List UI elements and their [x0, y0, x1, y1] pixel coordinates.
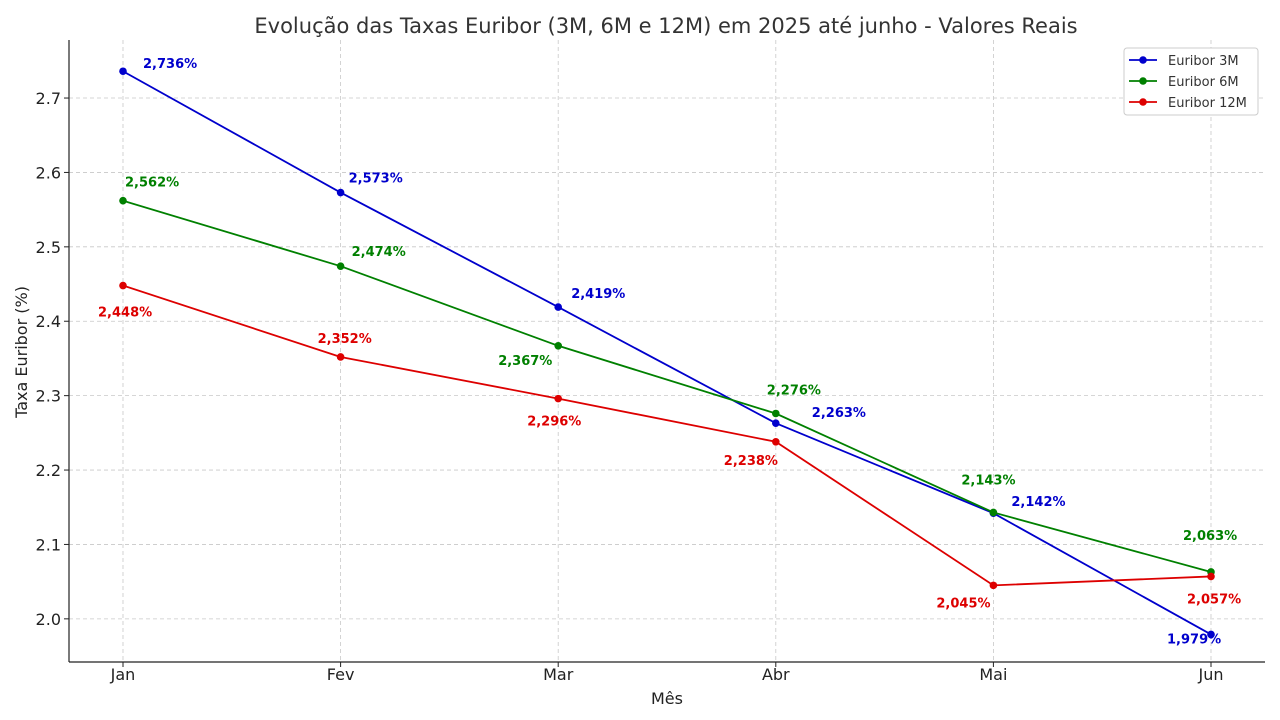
data-label: 1,979%	[1167, 632, 1221, 647]
x-axis-label: Mês	[651, 689, 683, 708]
data-point	[989, 508, 998, 517]
data-labels: 2,736% 2,573% 2,419% 2,263% 2,142% 1,979% 2,56…	[98, 57, 1241, 647]
legend-label: Euribor 3M	[1168, 54, 1239, 69]
data-point	[989, 581, 998, 590]
legend: Euribor 3M Euribor 6M Euribor 12M	[1123, 47, 1259, 116]
legend-marker	[1139, 77, 1147, 85]
y-tick-label: 2.4	[36, 312, 61, 331]
data-point	[554, 303, 562, 311]
y-axis-label: Taxa Euribor (%)	[12, 286, 31, 419]
data-label: 2,142%	[1011, 495, 1065, 510]
grid	[69, 40, 1265, 662]
data-point	[1207, 630, 1215, 639]
chart-title: Evolução das Taxas Euribor (3M, 6M e 12M…	[254, 14, 1077, 38]
data-point	[336, 353, 345, 361]
data-point	[336, 262, 345, 270]
data-point	[772, 437, 780, 446]
data-label: 2,045%	[936, 596, 990, 611]
y-tick-label: 2.5	[36, 238, 61, 257]
data-label: 2,367%	[498, 354, 552, 369]
data-point	[119, 196, 127, 205]
series-line	[122, 284, 1212, 587]
x-tick-label: Jan	[110, 665, 136, 684]
data-point	[554, 394, 562, 403]
data-point	[336, 188, 345, 197]
data-point	[119, 281, 127, 290]
series-group	[119, 67, 1215, 639]
data-point	[1207, 572, 1215, 581]
x-tick-label: Abr	[762, 665, 790, 684]
data-point	[554, 341, 562, 350]
data-label: 2,296%	[527, 415, 581, 430]
legend-label: Euribor 12M	[1168, 96, 1247, 111]
data-label: 2,263%	[812, 406, 866, 421]
x-tick-label: Fev	[327, 665, 355, 684]
y-tick-label: 2.1	[36, 535, 61, 554]
y-tick-label: 2.7	[36, 89, 61, 108]
x-tick-label: Mar	[543, 665, 574, 684]
legend-box	[1123, 47, 1259, 116]
data-label: 2,057%	[1187, 592, 1241, 607]
data-point	[772, 419, 780, 427]
y-tick-label: 2.0	[36, 610, 61, 629]
data-label: 2,238%	[724, 454, 778, 469]
data-label: 2,419%	[571, 287, 625, 302]
y-tick-label: 2.3	[36, 387, 61, 406]
legend-label: Euribor 6M	[1168, 75, 1239, 90]
x-tick-label: Mai	[979, 665, 1007, 684]
data-label: 2,143%	[961, 473, 1015, 488]
data-label: 2,474%	[352, 245, 406, 260]
data-label: 2,562%	[125, 176, 179, 191]
axis-ticks: 2.0 2.1 2.2 2.3 2.4 2.5 2.6 2.7 Jan Fev Mar Abr Mai J…	[36, 89, 1224, 684]
series-line	[122, 199, 1212, 573]
data-label: 2,352%	[318, 332, 372, 347]
y-tick-label: 2.2	[36, 461, 61, 480]
legend-marker	[1139, 98, 1147, 106]
data-point	[119, 67, 127, 76]
y-tick-label: 2.6	[36, 163, 61, 182]
data-point	[772, 409, 780, 418]
data-label: 2,276%	[767, 383, 821, 398]
legend-marker	[1139, 56, 1147, 64]
data-label: 2,736%	[143, 57, 197, 72]
data-label: 2,448%	[98, 306, 152, 321]
series-line	[122, 70, 1212, 636]
data-label: 2,063%	[1183, 529, 1237, 544]
x-tick-label: Jun	[1198, 665, 1224, 684]
data-label: 2,573%	[349, 172, 403, 187]
